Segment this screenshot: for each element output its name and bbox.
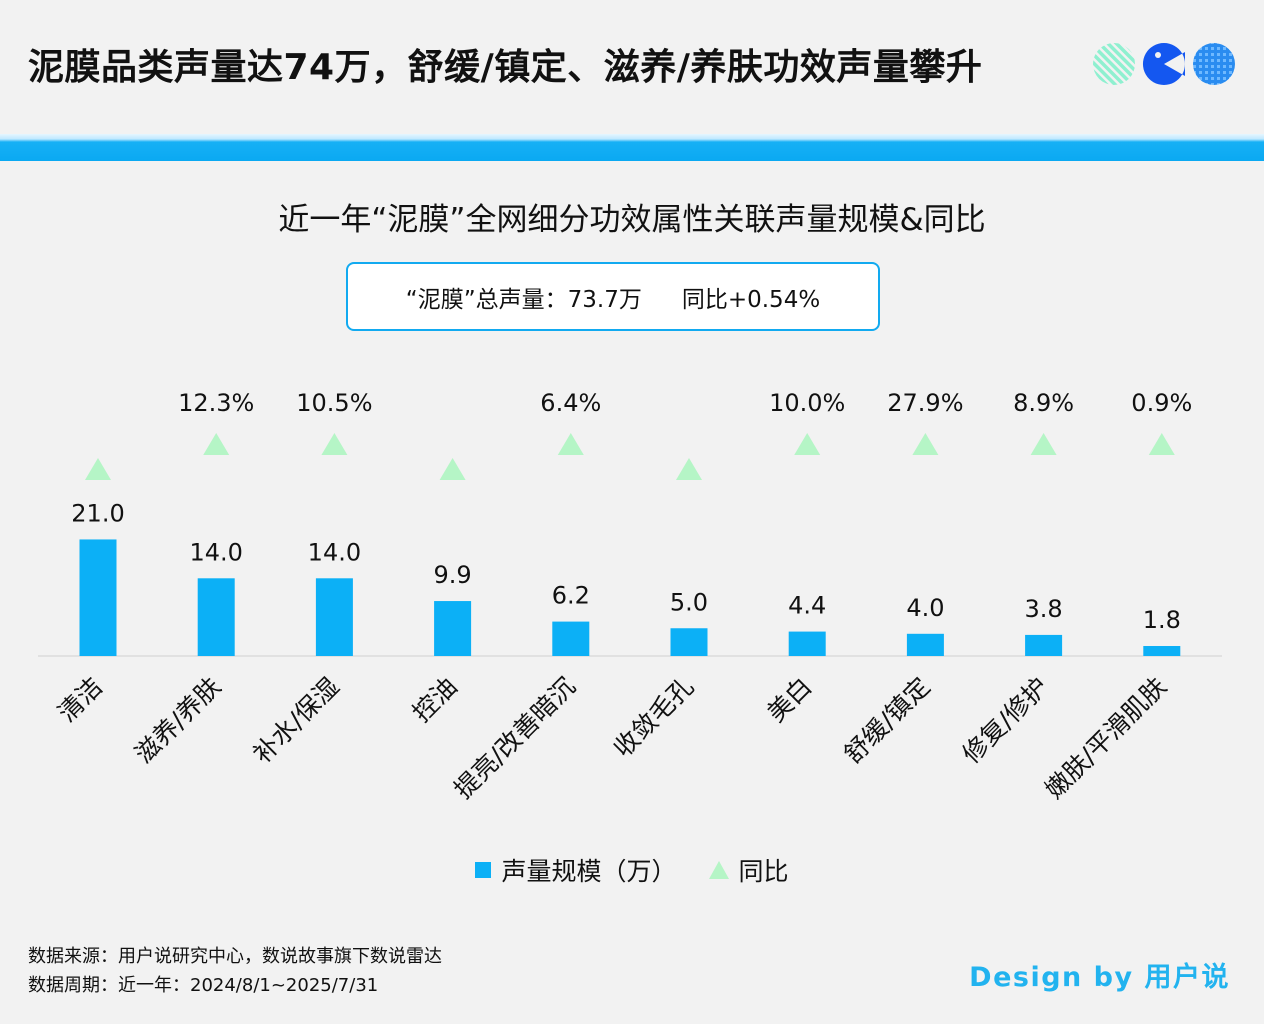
data-period: 数据周期：近一年：2024/8/1~2025/7/31 — [28, 975, 379, 996]
category-label: 修复/修护 — [957, 672, 1054, 769]
yoy-label: 0.9% — [1131, 389, 1192, 417]
footer-notes: 数据来源：用户说研究中心，数说故事旗下数说雷达 数据周期：近一年：2024/8/… — [28, 942, 442, 1000]
bar-value-label: 14.0 — [308, 538, 361, 566]
data-source: 数据来源：用户说研究中心，数说故事旗下数说雷达 — [28, 946, 442, 967]
bar — [906, 633, 944, 656]
yoy-label: 12.3% — [178, 389, 254, 417]
legend-yoy-label: 同比 — [738, 857, 789, 886]
pacman-icon — [1142, 43, 1185, 85]
legend-bars-label: 声量规模（万） — [501, 857, 677, 886]
category-label: 清洁 — [52, 672, 108, 728]
header: 泥膜品类声量达74万，舒缓/镇定、滋养/养肤功效声量攀升 — [0, 0, 1264, 134]
brand-logo — [1093, 43, 1235, 85]
legend-bar-swatch — [475, 862, 492, 878]
yoy-marker — [557, 433, 584, 455]
yoy-marker — [321, 433, 348, 455]
bar — [197, 578, 235, 656]
category-label: 美白 — [762, 672, 818, 728]
yoy-marker — [203, 433, 230, 455]
bar — [434, 601, 472, 656]
page-title: 泥膜品类声量达74万，舒缓/镇定、滋养/养肤功效声量攀升 — [28, 47, 983, 88]
summary-total: “泥膜”总声量：73.7万 — [405, 286, 642, 313]
chart-title: 近一年“泥膜”全网细分功效属性关联声量规模&同比 — [278, 202, 986, 238]
yoy-marker — [676, 458, 702, 480]
legend-triangle-icon — [708, 861, 729, 879]
yoy-marker — [1030, 433, 1057, 455]
bar-value-label: 4.0 — [906, 594, 944, 622]
yoy-label: 10.0% — [769, 389, 845, 417]
yoy-marker — [439, 458, 466, 480]
legend: 声量规模（万） 同比 — [0, 852, 1264, 888]
category-label: 补水/保湿 — [247, 672, 344, 769]
yoy-label: 27.9% — [887, 389, 963, 417]
category-label: 嫩肤/平滑肌肤 — [1040, 672, 1173, 805]
summary-box: “泥膜”总声量：73.7万 同比+0.54% — [346, 262, 880, 331]
category-label: 控油 — [407, 672, 463, 728]
summary-yoy: 同比+0.54% — [681, 286, 821, 313]
stripe-circle-icon — [1093, 43, 1135, 85]
category-label: 收敛毛孔 — [608, 672, 699, 763]
design-credit: Design by 用户说 — [969, 962, 1230, 993]
bar-value-label: 5.0 — [670, 588, 708, 616]
header-band — [0, 134, 1264, 161]
bar — [1143, 646, 1181, 656]
yoy-marker — [794, 433, 821, 455]
bar-value-label: 14.0 — [189, 538, 242, 566]
bar-value-label: 4.4 — [788, 592, 826, 620]
bar-chart: 21.0 清洁 14.0 12.3% 滋养/养肤 14.0 10.5% 补水/保湿 9.9 控油 6… — [38, 389, 1222, 805]
dot-circle-icon — [1193, 43, 1235, 85]
bar-value-label: 21.0 — [71, 499, 124, 527]
bar-value-label: 3.8 — [1025, 595, 1063, 623]
bar — [79, 539, 117, 656]
yoy-marker — [912, 433, 939, 455]
yoy-marker — [85, 458, 111, 480]
bar-value-label: 9.9 — [434, 561, 472, 589]
category-label: 滋养/养肤 — [129, 672, 226, 769]
bar — [315, 578, 353, 656]
category-label: 舒缓/镇定 — [838, 672, 935, 769]
bar-value-label: 6.2 — [552, 582, 590, 610]
bar-value-label: 1.8 — [1143, 606, 1181, 634]
yoy-label: 6.4% — [540, 389, 601, 417]
bar — [670, 628, 708, 656]
yoy-marker — [1148, 433, 1175, 455]
yoy-label: 8.9% — [1013, 389, 1074, 417]
bar — [788, 631, 826, 656]
yoy-label: 10.5% — [296, 389, 372, 417]
bar — [1025, 634, 1063, 656]
bar — [552, 621, 590, 656]
category-label: 提亮/改善暗沉 — [449, 672, 582, 805]
